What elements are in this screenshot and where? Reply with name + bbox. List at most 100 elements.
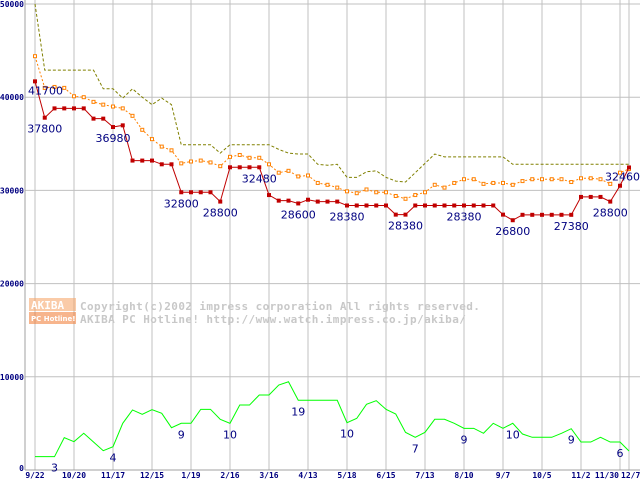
logo-box-bottom [29, 312, 76, 324]
price-label: 28800 [203, 207, 238, 220]
average-price-point [91, 99, 96, 104]
average-price-point [169, 148, 174, 153]
logo-top-text: AKIBA [31, 299, 64, 312]
average-price-point [218, 164, 223, 169]
min-price-point [501, 212, 505, 217]
price-label: 41700 [28, 84, 63, 97]
min-price-point [111, 125, 115, 130]
min-price-point [423, 203, 427, 208]
min-price-point [81, 106, 86, 111]
x-tick-label: 6/15 [376, 471, 395, 480]
x-tick-label: 7/13 [415, 471, 434, 480]
min-price-point [384, 203, 388, 208]
min-price-point [618, 183, 622, 188]
watermark-copyright: Copyright(c)2002 impress corporation All… [80, 300, 480, 313]
average-price-point [140, 127, 145, 132]
price-label: 36980 [96, 132, 131, 145]
average-price-point [442, 185, 447, 190]
min-price-point [198, 190, 203, 195]
min-price-point [374, 203, 379, 208]
min-price-point [130, 158, 135, 163]
average-price-point [33, 54, 37, 59]
average-price-point [549, 177, 554, 182]
average-price-point [159, 144, 164, 149]
min-price-point [237, 165, 242, 170]
average-price-point [325, 182, 330, 187]
shop-count-label: 7 [412, 442, 419, 455]
min-price-point [62, 106, 67, 111]
shop-count-label: 10 [340, 428, 354, 441]
average-price-point [403, 196, 408, 201]
min-price-point [491, 203, 496, 208]
average-price-point [510, 182, 515, 187]
average-price-point [228, 154, 232, 159]
x-tick-label: 11/30 [595, 471, 619, 480]
y-tick-label: 50000 [0, 0, 24, 9]
min-price-point [159, 162, 164, 167]
min-price-point [462, 203, 466, 208]
min-price-point [267, 193, 271, 198]
shop-count-label: 3 [51, 462, 58, 475]
average-price-point [189, 159, 193, 164]
average-price-point [471, 177, 476, 182]
min-price-point [442, 203, 447, 208]
price-label: 28800 [593, 207, 628, 220]
price-label: 28380 [330, 210, 365, 223]
series-layer [33, 3, 631, 458]
min-price-point [120, 123, 125, 128]
average-price-point [42, 85, 47, 90]
average-price-point [530, 177, 535, 182]
average-price-point [520, 179, 525, 184]
min-price-point [530, 212, 535, 217]
min-price-point [315, 199, 320, 204]
y-tick-label: 10000 [0, 373, 24, 382]
x-tick-label: 5/18 [337, 471, 356, 480]
min-price-point [471, 203, 476, 208]
average-price-point [374, 190, 379, 195]
average-price-point [354, 191, 359, 196]
min-price-point [520, 212, 525, 217]
average-price-point [237, 152, 242, 157]
x-tick-label: 10/20 [62, 471, 86, 480]
labels-layer: 41700 37800 36980 32800 28800 32480 28600 28380… [27, 84, 640, 474]
x-tick-label: 12/15 [140, 471, 164, 480]
x-tick-label: 10/5 [532, 471, 551, 480]
x-tick-label: 9/7 [496, 471, 511, 480]
shop-count-label: 10 [506, 428, 520, 441]
x-tick-label: 11/17 [101, 471, 125, 480]
average-price-point [267, 162, 271, 167]
min-price-point [588, 194, 593, 199]
min-price-point [247, 165, 252, 170]
min-price-point [169, 162, 174, 167]
average-price-point [247, 155, 252, 160]
min-price-point [608, 199, 613, 204]
shop-count-label: 9 [178, 428, 185, 441]
min-price-point [42, 115, 47, 120]
price-label: 37800 [27, 123, 62, 136]
average-price-point [150, 137, 154, 142]
min-price-point [101, 116, 106, 121]
min-price-point [218, 199, 223, 204]
average-price-point [598, 177, 603, 182]
average-price-point [101, 102, 106, 107]
x-tick-label: 11/2 [571, 471, 590, 480]
average-price-point [364, 187, 369, 192]
y-tick-label: 20000 [0, 280, 24, 289]
shop-count-label: 6 [617, 447, 624, 460]
min-price-point [364, 203, 369, 208]
x-tick-label: 2/16 [220, 471, 239, 480]
y-tick-label: 0 [19, 464, 24, 473]
x-tick-label: 12/7 [621, 471, 640, 480]
average-price-point [618, 170, 622, 175]
min-price-point [296, 201, 301, 206]
average-price-point [481, 181, 486, 186]
average-price-point [315, 180, 320, 185]
x-tick-label: 1/19 [181, 471, 200, 480]
average-price-point [286, 168, 291, 173]
min-price-point [286, 198, 291, 203]
min-price-point [208, 190, 213, 195]
series-line-shops [35, 381, 630, 458]
min-price-point [345, 203, 349, 208]
